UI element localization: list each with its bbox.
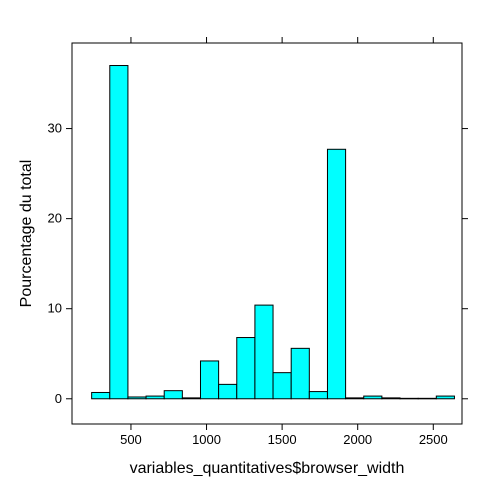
histogram-bar [399, 397, 419, 400]
x-tick-label: 1000 [192, 432, 221, 447]
histogram-bar [163, 390, 183, 400]
histogram-bar [363, 395, 383, 400]
ticks-layer [66, 37, 468, 430]
histogram-bar [254, 304, 274, 400]
tick-labels-layer: 500 1000 1500 2000 2500 0 10 20 30 [48, 121, 448, 447]
x-tick-label: 1500 [268, 432, 297, 447]
y-tick-label: 0 [55, 391, 62, 406]
histogram-bar [290, 347, 310, 400]
histogram-bar [308, 391, 328, 400]
histogram-bar [145, 395, 165, 400]
plot-frame [71, 42, 463, 425]
x-tick-label: 2000 [343, 432, 372, 447]
y-axis-title: Pourcentage du total [18, 160, 35, 308]
histogram-bar [417, 397, 437, 400]
histogram-bar [127, 396, 147, 400]
y-tick-label: 10 [48, 301, 62, 316]
histogram-bar [181, 397, 201, 400]
histogram-bar [435, 395, 455, 400]
histogram-bar [199, 360, 220, 400]
histogram-bar [381, 397, 401, 400]
bars-layer [91, 65, 455, 400]
x-axis-title: variables_quantitatives$browser_width [130, 460, 405, 477]
histogram-bar [326, 148, 347, 400]
histogram-bar [109, 65, 129, 400]
histogram-bar [91, 391, 111, 400]
histogram-bar [218, 383, 238, 400]
histogram-bar [345, 397, 365, 400]
histogram-bar [272, 372, 292, 400]
x-tick-label: 500 [120, 432, 142, 447]
histogram-bar [236, 337, 256, 400]
y-tick-label: 30 [48, 121, 62, 136]
y-tick-label: 20 [48, 211, 62, 226]
x-tick-label: 2500 [419, 432, 448, 447]
